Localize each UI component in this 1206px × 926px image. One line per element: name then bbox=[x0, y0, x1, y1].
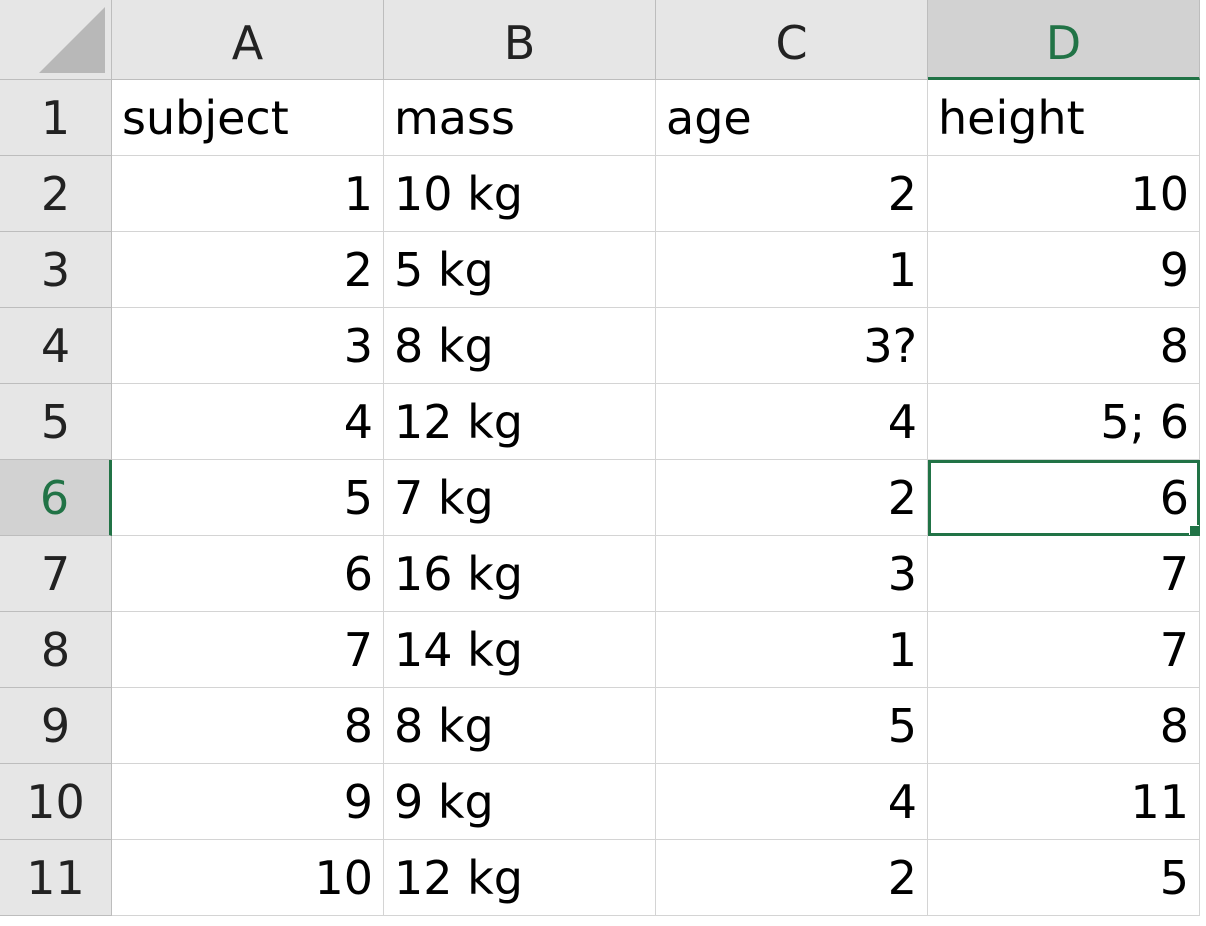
cell-b1[interactable]: mass bbox=[384, 80, 656, 156]
cell-c1[interactable]: age bbox=[656, 80, 928, 156]
cell-d1[interactable]: height bbox=[928, 80, 1200, 156]
cell-b7[interactable]: 16 kg bbox=[384, 536, 656, 612]
row-header-8[interactable]: 8 bbox=[0, 612, 112, 688]
cell-c6[interactable]: 2 bbox=[656, 460, 928, 536]
cell-d9[interactable]: 8 bbox=[928, 688, 1200, 764]
cell-c4[interactable]: 3? bbox=[656, 308, 928, 384]
row-header-2[interactable]: 2 bbox=[0, 156, 112, 232]
cell-d11[interactable]: 5 bbox=[928, 840, 1200, 916]
cell-b5[interactable]: 12 kg bbox=[384, 384, 656, 460]
cell-d4[interactable]: 8 bbox=[928, 308, 1200, 384]
cell-a4[interactable]: 3 bbox=[112, 308, 384, 384]
cell-d10[interactable]: 11 bbox=[928, 764, 1200, 840]
row-header-7[interactable]: 7 bbox=[0, 536, 112, 612]
cell-c3[interactable]: 1 bbox=[656, 232, 928, 308]
cell-c11[interactable]: 2 bbox=[656, 840, 928, 916]
cell-c2[interactable]: 2 bbox=[656, 156, 928, 232]
row-header-11[interactable]: 11 bbox=[0, 840, 112, 916]
cell-c9[interactable]: 5 bbox=[656, 688, 928, 764]
row-header-9[interactable]: 9 bbox=[0, 688, 112, 764]
cell-a11[interactable]: 10 bbox=[112, 840, 384, 916]
cell-a8[interactable]: 7 bbox=[112, 612, 384, 688]
cell-d7[interactable]: 7 bbox=[928, 536, 1200, 612]
cell-b2[interactable]: 10 kg bbox=[384, 156, 656, 232]
cell-c8[interactable]: 1 bbox=[656, 612, 928, 688]
cell-c10[interactable]: 4 bbox=[656, 764, 928, 840]
cell-b9[interactable]: 8 kg bbox=[384, 688, 656, 764]
cell-d2[interactable]: 10 bbox=[928, 156, 1200, 232]
cell-b3[interactable]: 5 kg bbox=[384, 232, 656, 308]
cell-d8[interactable]: 7 bbox=[928, 612, 1200, 688]
cell-c5[interactable]: 4 bbox=[656, 384, 928, 460]
cell-a5[interactable]: 4 bbox=[112, 384, 384, 460]
select-all-triangle-icon bbox=[39, 7, 105, 73]
cell-a7[interactable]: 6 bbox=[112, 536, 384, 612]
row-header-10[interactable]: 10 bbox=[0, 764, 112, 840]
cell-a3[interactable]: 2 bbox=[112, 232, 384, 308]
row-header-5[interactable]: 5 bbox=[0, 384, 112, 460]
row-header-3[interactable]: 3 bbox=[0, 232, 112, 308]
cell-d3[interactable]: 9 bbox=[928, 232, 1200, 308]
cell-c7[interactable]: 3 bbox=[656, 536, 928, 612]
cell-b8[interactable]: 14 kg bbox=[384, 612, 656, 688]
cell-b4[interactable]: 8 kg bbox=[384, 308, 656, 384]
row-header-6[interactable]: 6 bbox=[0, 460, 112, 536]
cell-b10[interactable]: 9 kg bbox=[384, 764, 656, 840]
column-header-d[interactable]: D bbox=[928, 0, 1200, 80]
column-header-b[interactable]: B bbox=[384, 0, 656, 80]
row-header-1[interactable]: 1 bbox=[0, 80, 112, 156]
row-header-4[interactable]: 4 bbox=[0, 308, 112, 384]
cell-a6[interactable]: 5 bbox=[112, 460, 384, 536]
fill-handle[interactable] bbox=[1189, 525, 1199, 535]
column-header-a[interactable]: A bbox=[112, 0, 384, 80]
cell-b11[interactable]: 12 kg bbox=[384, 840, 656, 916]
cell-d6[interactable]: 6 bbox=[928, 460, 1200, 536]
column-header-c[interactable]: C bbox=[656, 0, 928, 80]
cell-a1[interactable]: subject bbox=[112, 80, 384, 156]
cell-b6[interactable]: 7 kg bbox=[384, 460, 656, 536]
cell-d5[interactable]: 5; 6 bbox=[928, 384, 1200, 460]
select-all-button[interactable] bbox=[0, 0, 112, 80]
cell-a10[interactable]: 9 bbox=[112, 764, 384, 840]
cell-a9[interactable]: 8 bbox=[112, 688, 384, 764]
cell-a2[interactable]: 1 bbox=[112, 156, 384, 232]
